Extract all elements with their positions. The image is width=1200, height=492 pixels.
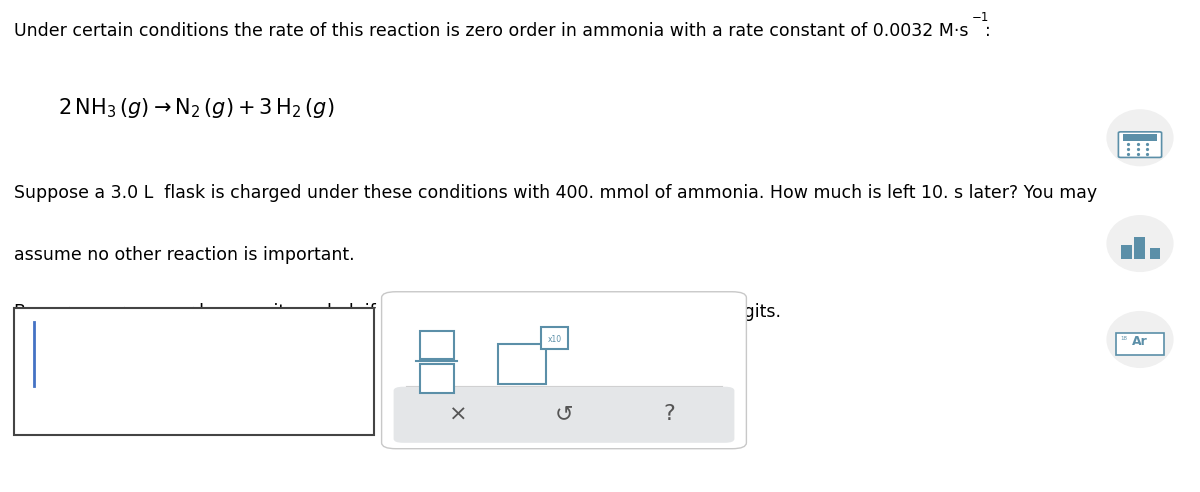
Text: :: : — [985, 22, 991, 40]
FancyBboxPatch shape — [420, 364, 454, 393]
FancyBboxPatch shape — [394, 387, 734, 443]
Text: Under certain conditions the rate of this reaction is zero order in ammonia with: Under certain conditions the rate of thi… — [14, 22, 968, 40]
Text: ↺: ↺ — [554, 404, 574, 424]
FancyBboxPatch shape — [1134, 237, 1145, 259]
Text: Suppose a 3.0 L  flask is charged under these conditions with 400. mmol of ammon: Suppose a 3.0 L flask is charged under t… — [14, 184, 1098, 203]
Text: −1: −1 — [972, 11, 989, 24]
Text: assume no other reaction is important.: assume no other reaction is important. — [14, 246, 355, 264]
Ellipse shape — [1106, 109, 1174, 166]
FancyBboxPatch shape — [1118, 132, 1162, 157]
Text: x10: x10 — [547, 335, 562, 344]
FancyBboxPatch shape — [1116, 333, 1164, 355]
Text: Be sure your answer has a unit symbol, if necessary, and round it to 2 significa: Be sure your answer has a unit symbol, i… — [14, 303, 781, 321]
FancyBboxPatch shape — [420, 331, 454, 359]
FancyBboxPatch shape — [1121, 245, 1132, 259]
FancyBboxPatch shape — [382, 292, 746, 449]
FancyBboxPatch shape — [14, 308, 374, 435]
Text: ?: ? — [664, 404, 676, 424]
FancyBboxPatch shape — [1150, 248, 1160, 259]
FancyBboxPatch shape — [1123, 134, 1157, 141]
Text: Ar: Ar — [1132, 336, 1148, 348]
FancyBboxPatch shape — [498, 344, 546, 384]
Text: 18: 18 — [1121, 336, 1128, 340]
Ellipse shape — [1106, 215, 1174, 272]
Text: ×: × — [449, 404, 468, 424]
Text: $2\,\mathrm{NH_3}\,(g)\rightarrow\mathrm{N_2}\,(g)+3\,\mathrm{H_2}\,(g)$: $2\,\mathrm{NH_3}\,(g)\rightarrow\mathrm… — [58, 96, 334, 120]
FancyBboxPatch shape — [541, 327, 568, 349]
Ellipse shape — [1106, 311, 1174, 368]
